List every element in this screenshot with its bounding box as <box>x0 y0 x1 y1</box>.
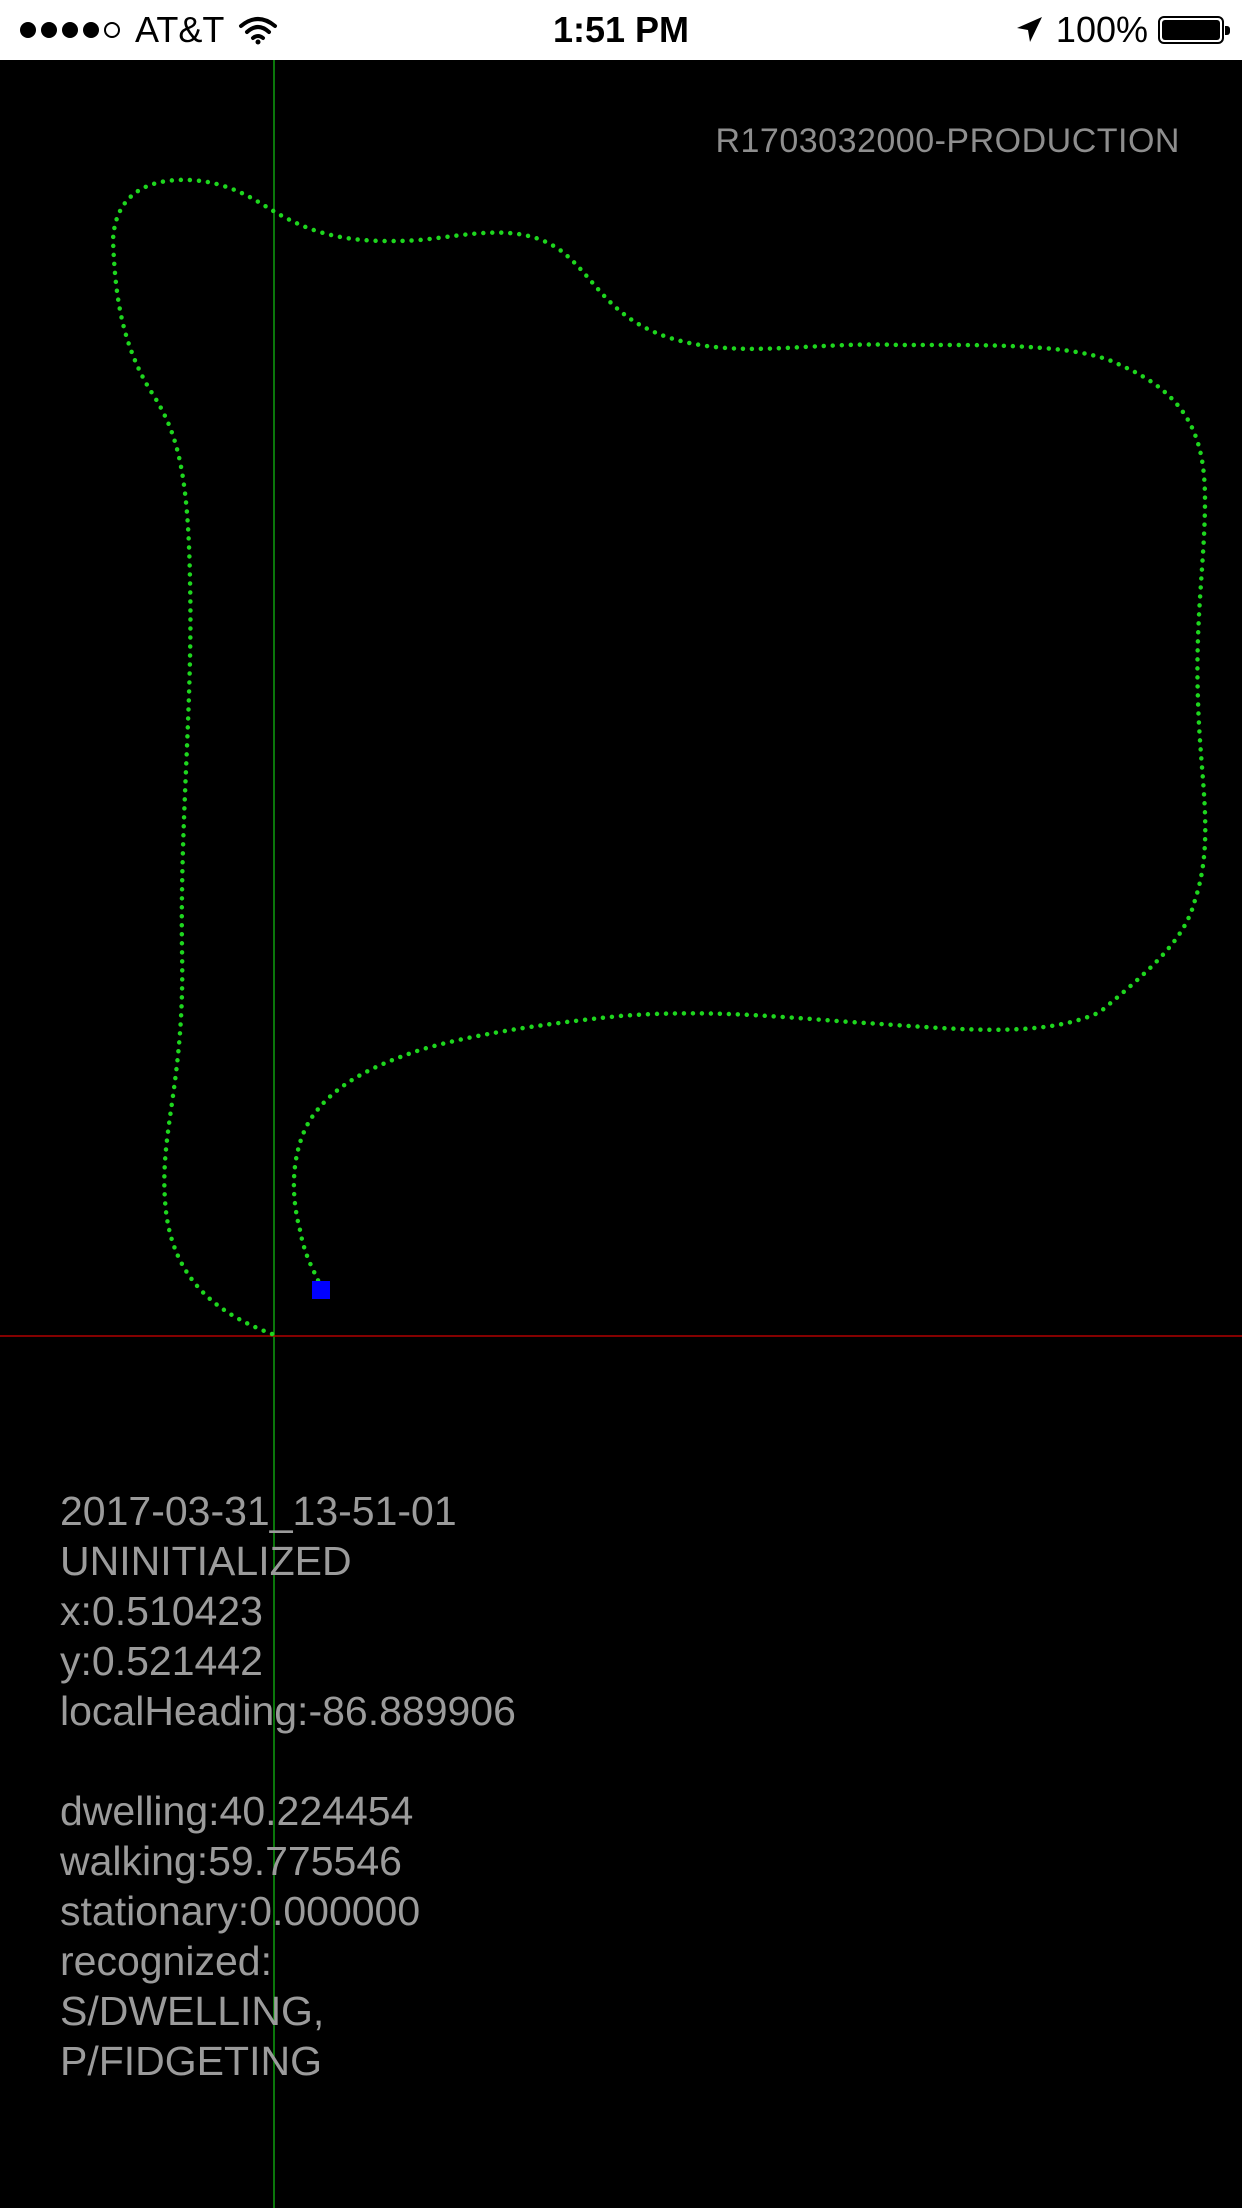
signal-dot <box>62 22 78 38</box>
current-position-marker <box>312 1281 330 1299</box>
status-bar-left: AT&T <box>20 8 278 52</box>
recognized-label: recognized: <box>60 1938 272 1984</box>
battery-tip <box>1225 26 1230 35</box>
signal-dot-empty <box>104 22 120 38</box>
recognized-activity-1: S/DWELLING, <box>60 1988 325 2034</box>
wifi-icon <box>239 17 278 45</box>
location-arrow-icon <box>1016 17 1042 42</box>
position-y: y:0.521442 <box>60 1638 263 1684</box>
dwelling-value: dwelling:40.224454 <box>60 1788 414 1834</box>
tracker-state: UNINITIALIZED <box>60 1538 352 1584</box>
position-x: x:0.510423 <box>60 1588 263 1634</box>
battery-icon <box>1158 16 1230 44</box>
status-time: 1:51 PM <box>552 9 690 50</box>
trajectory-map[interactable] <box>0 60 1242 2208</box>
status-bar: AT&T 1:51 PM 100% <box>0 0 1242 60</box>
session-timestamp: 2017-03-31_13-51-01 <box>60 1488 457 1534</box>
status-bar-right: 100% <box>1014 8 1230 52</box>
build-version-label: R1703032000-PRODUCTION <box>715 122 1180 160</box>
signal-dot <box>20 22 36 38</box>
cellular-signal-icon <box>20 22 125 38</box>
signal-dot <box>41 22 57 38</box>
info-spacer <box>60 1736 516 1786</box>
local-heading: localHeading:-86.889906 <box>60 1688 516 1734</box>
battery-percent: 100% <box>1055 9 1148 50</box>
stationary-value: stationary:0.000000 <box>60 1888 421 1934</box>
recognized-activity-2: P/FIDGETING <box>60 2038 322 2084</box>
carrier-name: AT&T <box>135 9 225 50</box>
trajectory-path <box>110 177 1208 1337</box>
sensor-info-panel: 2017-03-31_13-51-01 UNINITIALIZED x:0.51… <box>60 1486 516 2086</box>
battery-level <box>1162 20 1220 40</box>
walking-value: walking:59.775546 <box>60 1838 402 1884</box>
signal-dot <box>83 22 99 38</box>
